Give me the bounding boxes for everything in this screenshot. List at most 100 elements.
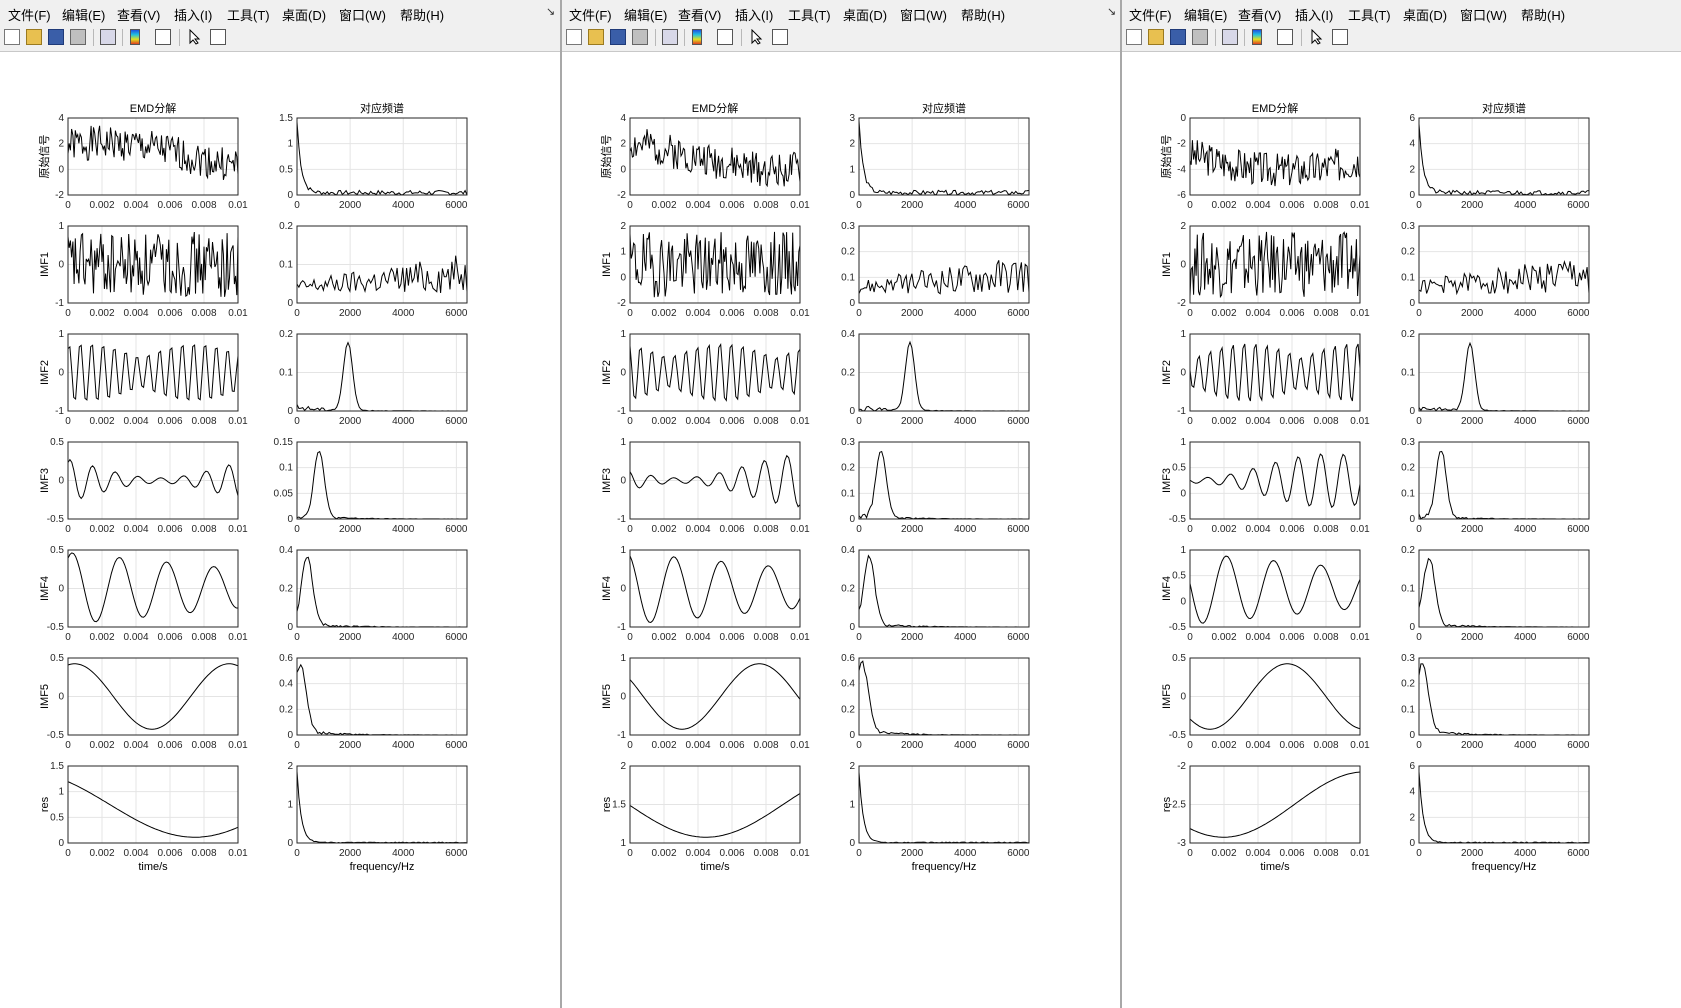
new-file-icon[interactable] (566, 29, 582, 45)
spectrum-subplot-2[interactable]: 0 2000 4000 6000 0 0.1 0.2 0.3 (1401, 221, 1590, 319)
property-inspector-icon[interactable] (1332, 29, 1348, 45)
menu-help[interactable]: 帮助(H) (961, 8, 1006, 23)
new-file-icon[interactable] (1126, 29, 1142, 45)
colorbar-icon[interactable] (1252, 29, 1262, 45)
spectrum-subplot-7[interactable]: 0 2000 4000 6000 0 2 4 6 frequency/Hz (1409, 761, 1589, 873)
spectrum-subplot-3[interactable]: 0 2000 4000 6000 0 0.2 0.4 (841, 329, 1030, 427)
menu-file[interactable]: 文件(F) (8, 8, 51, 23)
menu-window[interactable]: 窗口(W) (1460, 8, 1507, 23)
print-preview-icon[interactable] (662, 29, 678, 45)
open-folder-icon[interactable] (26, 29, 42, 45)
pointer-icon[interactable] (748, 28, 764, 45)
menu-desktop[interactable]: 桌面(D) (843, 8, 888, 23)
menu-view[interactable]: 查看(V) (117, 8, 161, 23)
spectrum-subplot-2[interactable]: 0 2000 4000 6000 0 0.1 0.2 0.3 (841, 221, 1030, 319)
save-icon[interactable] (1170, 29, 1186, 45)
pointer-icon[interactable] (186, 28, 202, 45)
emd-subplot-1[interactable]: 0 0.002 0.004 0.006 0.008 0.01 -6 -4 -2 0 原始信号 (1159, 113, 1370, 211)
print-icon[interactable] (70, 29, 86, 45)
save-icon[interactable] (48, 29, 64, 45)
spectrum-subplot-1[interactable]: 0 2000 4000 6000 0 0.5 1 1.5 (279, 113, 468, 211)
axes-box (858, 549, 1030, 628)
spectrum-subplot-4[interactable]: 0 2000 4000 6000 0 0.1 0.2 0.3 (1401, 437, 1590, 535)
property-inspector-icon[interactable] (772, 29, 788, 45)
axes-box (1418, 765, 1590, 844)
menu-tools[interactable]: 工具(T) (788, 8, 831, 23)
property-inspector-icon[interactable] (210, 29, 226, 45)
spectrum-subplot-7[interactable]: 0 2000 4000 6000 0 1 2 frequency/Hz (287, 761, 467, 873)
legend-icon[interactable] (717, 29, 733, 45)
colorbar-icon[interactable] (130, 29, 140, 45)
legend-icon[interactable] (1277, 29, 1293, 45)
signal-line (296, 121, 468, 196)
emd-subplot-7[interactable]: 0 0.002 0.004 0.006 0.008 0.01 0 0.5 1 1.5 res time… (39, 761, 248, 873)
menu-view[interactable]: 查看(V) (1238, 8, 1282, 23)
print-preview-icon[interactable] (1222, 29, 1238, 45)
menu-window[interactable]: 窗口(W) (900, 8, 947, 23)
emd-subplot-7[interactable]: 0 0.002 0.004 0.006 0.008 0.01 1 1.5 2 res time/s (601, 761, 810, 873)
spectrum-subplot-5[interactable]: 0 2000 4000 6000 0 0.1 0.2 (1401, 545, 1590, 643)
menu-tools[interactable]: 工具(T) (1348, 8, 1391, 23)
menu-edit[interactable]: 编辑(E) (624, 8, 668, 23)
spectrum-subplot-4[interactable]: 0 2000 4000 6000 0 0.05 0.1 0.15 (274, 437, 468, 535)
menu-insert[interactable]: 插入(I) (174, 8, 213, 23)
legend-icon[interactable] (155, 29, 171, 45)
spectrum-subplot-7[interactable]: 0 2000 4000 6000 0 1 2 frequency/Hz (849, 761, 1029, 873)
dock-arrow-icon[interactable]: ↘ (1107, 6, 1117, 18)
open-folder-icon[interactable] (588, 29, 604, 45)
new-file-icon[interactable] (4, 29, 20, 45)
menu-file[interactable]: 文件(F) (1129, 8, 1172, 23)
menu-help[interactable]: 帮助(H) (400, 8, 445, 23)
axes-box (1189, 549, 1361, 628)
menu-help[interactable]: 帮助(H) (1521, 8, 1566, 23)
save-icon[interactable] (610, 29, 626, 45)
dock-arrow-icon[interactable]: ↘ (546, 6, 556, 18)
spectrum-subplot-6[interactable]: 0 2000 4000 6000 0 0.2 0.4 0.6 (841, 653, 1030, 751)
spectrum-subplot-2[interactable]: 0 2000 4000 6000 0 0.1 0.2 (279, 221, 468, 319)
menu-file[interactable]: 文件(F) (569, 8, 612, 23)
spectrum-subplot-3[interactable]: 0 2000 4000 6000 0 0.1 0.2 (279, 329, 468, 427)
y-tick-label: 0.3 (1401, 221, 1415, 232)
spectrum-subplot-6[interactable]: 0 2000 4000 6000 0 0.1 0.2 0.3 (1401, 653, 1590, 751)
spectrum-subplot-5[interactable]: 0 2000 4000 6000 0 0.2 0.4 (279, 545, 468, 643)
print-preview-icon[interactable] (100, 29, 116, 45)
colorbar-icon[interactable] (692, 29, 702, 45)
menu-desktop[interactable]: 桌面(D) (282, 8, 327, 23)
spectrum-subplot-5[interactable]: 0 2000 4000 6000 0 0.2 0.4 (841, 545, 1030, 643)
open-folder-icon[interactable] (1148, 29, 1164, 45)
spectrum-subplot-3[interactable]: 0 2000 4000 6000 0 0.1 0.2 (1401, 329, 1590, 427)
spectrum-subplot-6[interactable]: 0 2000 4000 6000 0 0.2 0.4 0.6 (279, 653, 468, 751)
spectrum-subplot-1[interactable]: 0 2000 4000 6000 0 1 2 3 (849, 113, 1029, 211)
spectrum-subplot-4[interactable]: 0 2000 4000 6000 0 0.1 0.2 0.3 (841, 437, 1030, 535)
print-icon[interactable] (1192, 29, 1208, 45)
menu-desktop[interactable]: 桌面(D) (1403, 8, 1448, 23)
spectrum-subplot-1[interactable]: 0 2000 4000 6000 0 2 4 6 (1409, 113, 1589, 211)
menu-insert[interactable]: 插入(I) (735, 8, 774, 23)
menu-window[interactable]: 窗口(W) (339, 8, 386, 23)
print-icon[interactable] (632, 29, 648, 45)
menu-tools[interactable]: 工具(T) (227, 8, 270, 23)
menu-view[interactable]: 查看(V) (678, 8, 722, 23)
emd-subplot-7[interactable]: 0 0.002 0.004 0.006 0.008 0.01 -3 -2.5 -2 res time… (1161, 761, 1370, 873)
menu-insert[interactable]: 插入(I) (1295, 8, 1334, 23)
menu-edit[interactable]: 编辑(E) (1184, 8, 1228, 23)
pointer-icon[interactable] (1308, 28, 1324, 45)
menu-edit[interactable]: 编辑(E) (62, 8, 106, 23)
